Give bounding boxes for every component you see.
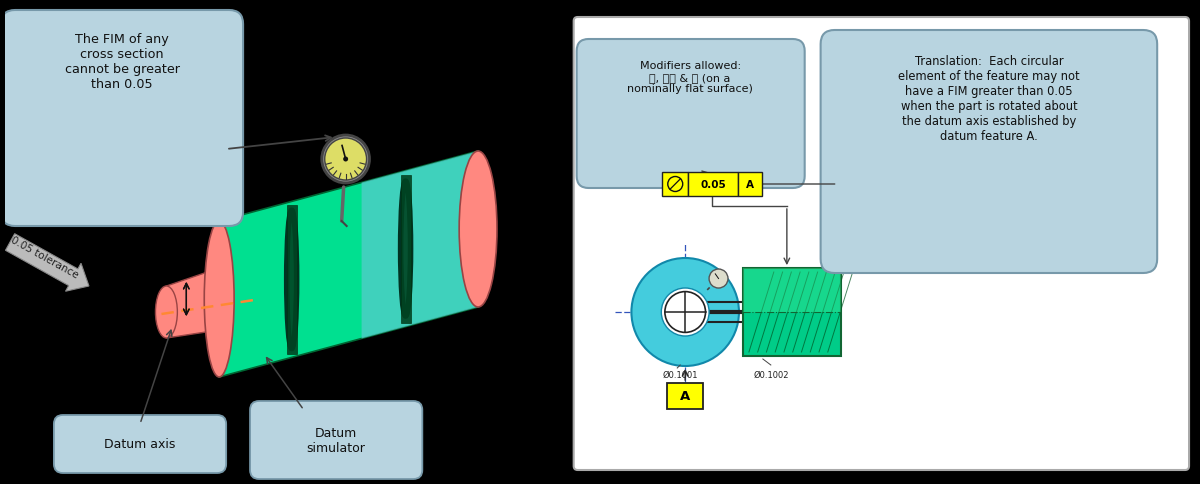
Text: The FIM of any
cross section
cannot be greater
than 0.05: The FIM of any cross section cannot be g… [65, 33, 180, 91]
Bar [662, 173, 688, 197]
Ellipse shape [460, 151, 497, 307]
FancyBboxPatch shape [1, 11, 244, 227]
Text: Ø0.1001: Ø0.1001 [662, 370, 698, 378]
Circle shape [709, 270, 728, 288]
Ellipse shape [204, 222, 234, 377]
FancyBboxPatch shape [250, 401, 422, 479]
Circle shape [631, 258, 739, 366]
FancyArrow shape [6, 234, 89, 292]
Polygon shape [167, 269, 220, 338]
Circle shape [322, 136, 370, 183]
Bar [738, 173, 762, 197]
Circle shape [665, 292, 706, 333]
FancyBboxPatch shape [54, 415, 226, 473]
FancyBboxPatch shape [821, 31, 1157, 273]
FancyBboxPatch shape [577, 40, 805, 189]
Polygon shape [287, 206, 296, 354]
Text: 0.05: 0.05 [701, 180, 726, 190]
Ellipse shape [156, 287, 178, 338]
Bar [743, 269, 840, 356]
Text: Datum axis: Datum axis [104, 438, 175, 451]
Text: Translation:  Each circular
element of the feature may not
have a FIM greater th: Translation: Each circular element of th… [898, 55, 1080, 143]
Polygon shape [401, 175, 410, 323]
Bar [688, 173, 738, 197]
FancyBboxPatch shape [574, 18, 1189, 470]
Bar [743, 269, 840, 312]
Polygon shape [361, 151, 478, 339]
Text: A: A [680, 390, 690, 403]
Bar [667, 383, 703, 409]
Circle shape [343, 157, 348, 162]
Text: 0.05 tolerance: 0.05 tolerance [8, 235, 79, 280]
Polygon shape [220, 151, 478, 377]
Circle shape [661, 288, 709, 336]
Text: Datum
simulator: Datum simulator [307, 426, 366, 454]
Text: Modifiers allowed:
ⓕ, Ⓢ⒣ & Ⓣ (on a
nominally flat surface): Modifiers allowed: ⓕ, Ⓢ⒣ & Ⓣ (on a nomin… [628, 61, 754, 94]
Text: Ø0.1002: Ø0.1002 [754, 370, 788, 378]
Text: A: A [746, 180, 754, 190]
Circle shape [325, 139, 366, 181]
